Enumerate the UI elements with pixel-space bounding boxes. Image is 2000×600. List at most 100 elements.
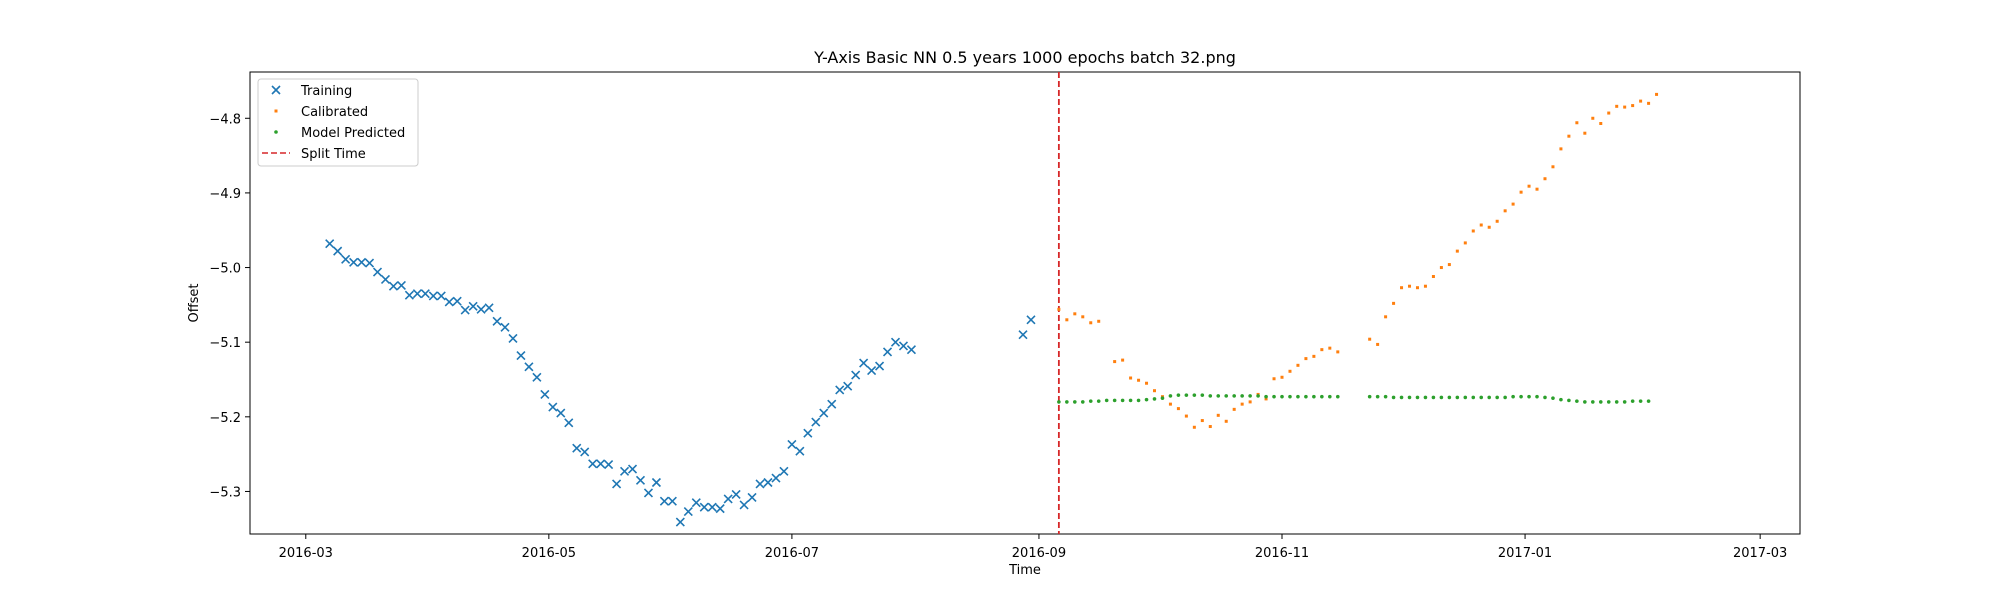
model-predicted-point xyxy=(1264,394,1268,399)
calibrated-point xyxy=(1320,348,1324,352)
calibrated-point xyxy=(1599,121,1603,125)
model-predicted-point xyxy=(1200,393,1205,397)
training-point xyxy=(859,358,869,368)
calibrated-point xyxy=(1415,286,1419,290)
calibrated-point xyxy=(1192,425,1196,429)
model-predicted-point xyxy=(1503,395,1507,400)
x-tick-label: 2016-09 xyxy=(1012,546,1066,561)
training-point xyxy=(699,502,709,512)
model-predicted-point xyxy=(1567,398,1571,403)
model-predicted-point xyxy=(1455,395,1460,400)
training-point xyxy=(412,289,422,299)
y-tick-label: −4.8 xyxy=(209,112,241,127)
training-point xyxy=(476,304,486,314)
training-point xyxy=(341,254,351,264)
training-point xyxy=(851,370,861,380)
calibrated-point xyxy=(1312,354,1316,358)
legend-item-training: Training xyxy=(271,84,352,99)
calibrated-point xyxy=(1137,378,1141,382)
training-point xyxy=(659,496,669,506)
model-predicted-point xyxy=(1104,398,1109,403)
calibrated-point xyxy=(1216,413,1220,417)
training-point xyxy=(747,492,757,502)
model-predicted-point xyxy=(1184,393,1189,397)
training-point xyxy=(556,408,566,418)
training-point xyxy=(1018,330,1028,340)
training-point xyxy=(420,289,430,299)
training-point xyxy=(436,291,446,301)
training-point xyxy=(500,322,510,332)
training-point xyxy=(827,399,837,409)
calibrated-point xyxy=(1583,131,1587,135)
training-point xyxy=(404,290,414,300)
calibrated-point xyxy=(1184,414,1188,418)
model-predicted-point xyxy=(1144,397,1149,402)
model-predicted-point xyxy=(1057,400,1061,404)
training-point xyxy=(484,303,494,313)
training-point xyxy=(540,389,550,399)
training-point xyxy=(349,257,359,267)
chart-title: Y-Axis Basic NN 0.5 years 1000 epochs ba… xyxy=(813,48,1236,67)
calibrated-point xyxy=(1495,219,1499,223)
legend-label-model-predicted: Model Predicted xyxy=(301,126,405,141)
training-point xyxy=(811,417,821,427)
calibrated-point xyxy=(1328,346,1332,350)
model-predicted-point xyxy=(1630,399,1635,403)
calibrated-point xyxy=(1304,357,1308,361)
x-tick-label: 2016-05 xyxy=(522,546,576,561)
model-predicted-point xyxy=(1391,395,1396,400)
training-point xyxy=(524,362,534,372)
training-point xyxy=(755,479,765,489)
model-predicted-point xyxy=(1312,394,1316,399)
model-predicted-point xyxy=(1296,394,1300,399)
training-point xyxy=(388,281,399,291)
calibrated-point xyxy=(1479,223,1483,227)
model-predicted-point xyxy=(1463,395,1468,400)
model-predicted-point xyxy=(1280,394,1284,399)
y-tick-label: −5.0 xyxy=(209,262,241,277)
legend-label-training: Training xyxy=(300,84,352,99)
y-tick-label: −5.3 xyxy=(209,485,241,500)
calibrated-point xyxy=(1208,425,1212,429)
model-predicted-point xyxy=(1304,394,1308,399)
model-predicted-point xyxy=(1575,399,1579,403)
model-predicted-point xyxy=(1511,394,1515,399)
calibrated-point xyxy=(1535,187,1539,191)
training-point xyxy=(787,439,797,450)
plot-area xyxy=(249,71,1801,535)
calibrated-point xyxy=(1288,369,1292,373)
training-point xyxy=(357,257,367,267)
calibrated-point xyxy=(1439,266,1443,270)
calibrated-point xyxy=(1551,165,1555,169)
calibrated-point xyxy=(1408,284,1412,288)
calibrated-point xyxy=(1152,389,1156,393)
model-predicted-point xyxy=(1383,394,1388,399)
model-predicted-point xyxy=(1598,400,1603,404)
training-point xyxy=(627,464,638,474)
training-point xyxy=(675,517,685,527)
calibrated-point xyxy=(1423,284,1427,288)
calibrated-point xyxy=(1631,104,1635,108)
calibrated-point xyxy=(1455,249,1459,253)
model-predicted-point xyxy=(1407,395,1412,400)
model-predicted-point xyxy=(1224,394,1229,398)
calibrated-point xyxy=(1543,177,1547,181)
model-predicted-point xyxy=(1088,399,1093,403)
calibrated-point xyxy=(1384,315,1388,319)
calibrated-point xyxy=(1591,116,1595,120)
model-predicted-point xyxy=(1176,393,1181,397)
legend-item-split-time: Split Time xyxy=(262,147,366,162)
model-predicted-point xyxy=(1136,398,1141,403)
model-predicted-point xyxy=(1439,395,1444,400)
x-tick-label: 2016-11 xyxy=(1255,546,1309,561)
x-tick-label: 2016-07 xyxy=(765,546,819,561)
calibrated-point xyxy=(1057,307,1061,311)
model-predicted-point xyxy=(1399,395,1404,400)
x-tick-label: 2017-03 xyxy=(1733,546,1787,561)
calibrated-point xyxy=(1065,318,1069,322)
x-tick-label: 2016-03 xyxy=(279,546,333,561)
model-predicted-point xyxy=(1375,394,1380,399)
model-predicted-point xyxy=(1559,397,1563,402)
training-point xyxy=(444,297,454,307)
